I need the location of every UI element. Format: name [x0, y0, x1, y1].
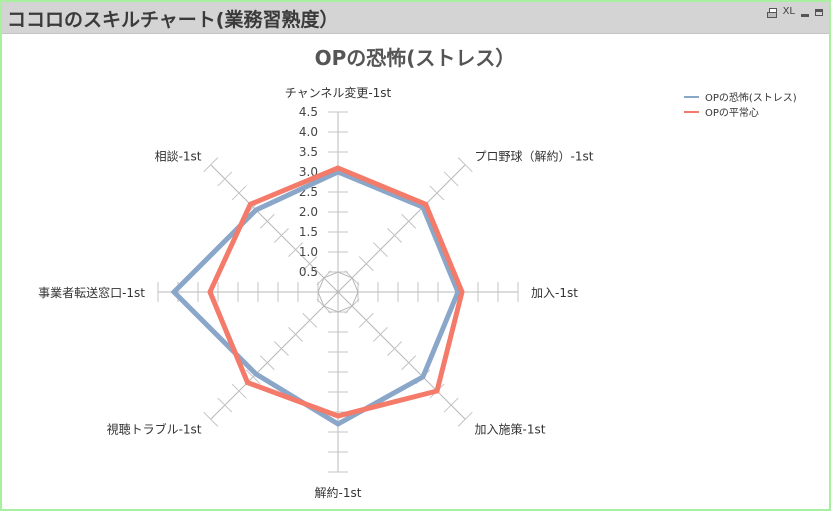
radar-tick-label: 2.0: [299, 205, 318, 219]
radar-tick-mark: [457, 411, 473, 427]
radar-tick-mark: [231, 383, 247, 399]
radar-series-line: [207, 165, 465, 419]
radar-tick-mark: [443, 397, 459, 413]
window-controls: XL: [766, 6, 823, 18]
radar-tick-mark: [274, 341, 289, 356]
radar-category-label: 視聴トラブル-1st: [107, 422, 202, 437]
radar-axis: [337, 291, 466, 420]
radar-tick-label: 0.5: [299, 265, 318, 279]
radar-tick-label: 3.0: [299, 165, 318, 179]
radar-axis: [210, 291, 339, 420]
radar-tick-mark: [288, 242, 303, 257]
print-icon[interactable]: [766, 7, 777, 18]
radar-category-label: 加入-1st: [531, 286, 578, 300]
radar-tick-mark: [259, 355, 275, 371]
maximize-icon[interactable]: [815, 8, 823, 16]
legend-label: OPの平常心: [705, 106, 759, 119]
radar-tick-label: 4.0: [299, 125, 318, 139]
radar-tick-mark: [401, 355, 417, 371]
radar-tick-mark: [203, 157, 219, 173]
radar-tick-label: 1.5: [299, 225, 318, 239]
radar-tick-mark: [245, 369, 261, 385]
radar-tick-label: 4.5: [299, 105, 318, 119]
radar-tick-mark: [429, 185, 445, 201]
radar-axis: [337, 164, 466, 293]
radar-tick-mark: [231, 185, 247, 201]
radar-tick-mark: [387, 228, 402, 243]
radar-tick-mark: [302, 256, 318, 272]
radar-axis: [210, 164, 339, 293]
radar-tick-mark: [443, 171, 459, 187]
radar-tick-mark: [302, 312, 318, 328]
radar-tick-mark: [274, 228, 289, 243]
radar-grid-ring: [317, 271, 359, 313]
radar-tick-label: 3.5: [299, 145, 318, 159]
chart-title: OPの恐怖(ストレス）: [315, 46, 516, 70]
radar-category-label: チャンネル変更-1st: [285, 85, 392, 100]
window-title: ココロのスキルチャート(業務習熟度）: [7, 9, 339, 31]
radar-tick-mark: [358, 312, 374, 328]
radar-tick-mark: [203, 411, 219, 427]
radar-tick-mark: [373, 242, 388, 257]
radar-tick-mark: [358, 256, 374, 272]
legend-label: OPの恐怖(ストレス): [705, 91, 797, 104]
radar-tick-mark: [457, 157, 473, 173]
radar-tick-mark: [217, 171, 233, 187]
radar-tick-label: 1.0: [299, 245, 318, 259]
radar-series-line: [170, 169, 461, 427]
radar-category-label: 相談-1st: [155, 149, 202, 164]
xl-export-button[interactable]: XL: [782, 6, 795, 17]
radar-tick-mark: [387, 341, 402, 356]
radar-category-label: 解約-1st: [315, 485, 362, 500]
window-titlebar: ココロのスキルチャート(業務習熟度） XL: [2, 2, 829, 34]
radar-tick-mark: [401, 213, 417, 229]
minimize-icon[interactable]: [801, 13, 809, 17]
radar-tick-mark: [259, 213, 275, 229]
radar-category-label: 事業者転送窓口-1st: [38, 285, 145, 300]
radar-category-label: プロ野球（解約）-1st: [475, 149, 594, 164]
radar-category-label: 加入施策-1st: [475, 423, 546, 437]
radar-tick-mark: [373, 327, 388, 342]
radar-tick-mark: [217, 397, 233, 413]
radar-tick-mark: [288, 327, 303, 342]
